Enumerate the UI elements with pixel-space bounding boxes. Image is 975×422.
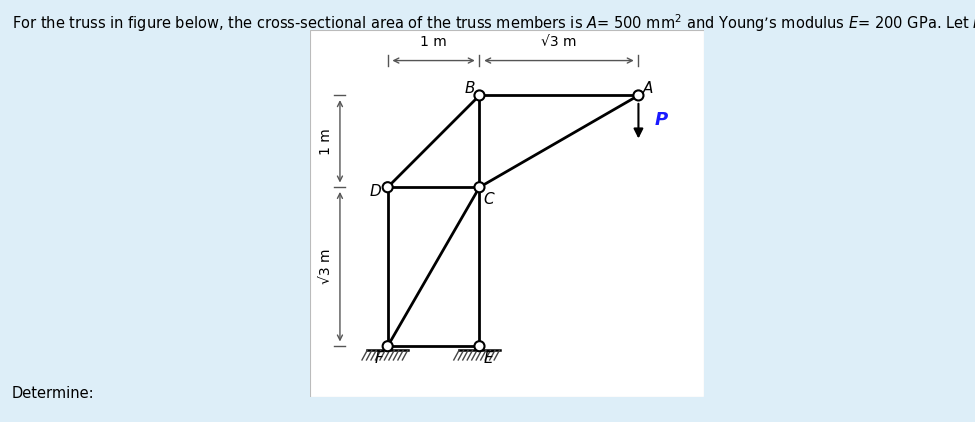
Text: B: B <box>465 81 476 96</box>
Text: For the truss in figure below, the cross-sectional area of the truss members is : For the truss in figure below, the cross… <box>12 13 975 34</box>
Text: 1 m: 1 m <box>420 35 447 49</box>
Text: P: P <box>655 111 668 129</box>
Circle shape <box>475 341 485 351</box>
Circle shape <box>634 90 644 100</box>
Text: Determine:: Determine: <box>12 386 95 401</box>
Text: D: D <box>370 184 381 199</box>
Text: E: E <box>484 351 493 365</box>
Text: √3 m: √3 m <box>319 249 333 284</box>
Circle shape <box>475 182 485 192</box>
Text: C: C <box>484 192 494 207</box>
Text: F: F <box>374 351 383 365</box>
FancyBboxPatch shape <box>310 30 704 397</box>
Text: 1 m: 1 m <box>319 128 333 155</box>
Circle shape <box>475 90 485 100</box>
Circle shape <box>382 341 393 351</box>
Text: A: A <box>643 81 653 96</box>
Text: √3 m: √3 m <box>541 35 576 49</box>
Circle shape <box>382 182 393 192</box>
